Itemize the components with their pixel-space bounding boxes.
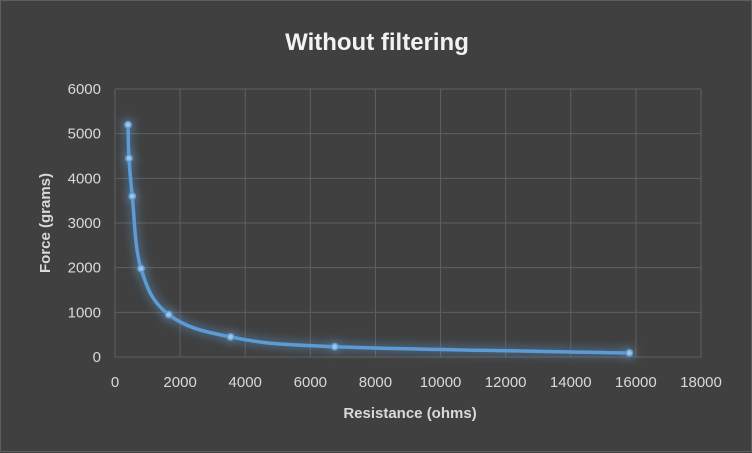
- x-tick-label: 4000: [229, 374, 262, 391]
- series-group: [124, 120, 634, 357]
- data-point: [124, 120, 132, 129]
- x-tick-label: 18000: [680, 374, 722, 391]
- y-tick-label: 0: [93, 349, 101, 366]
- data-point: [125, 154, 133, 163]
- y-tick-labels: 0 1000 2000 3000 4000 5000 6000: [68, 81, 101, 366]
- y-tick-label: 6000: [68, 81, 101, 98]
- y-tick-label: 1000: [68, 304, 101, 321]
- data-point: [128, 192, 137, 201]
- data-point: [625, 349, 634, 357]
- data-point: [226, 332, 235, 341]
- x-tick-label: 8000: [359, 374, 392, 391]
- y-axis-title: Force (grams): [37, 173, 54, 273]
- y-tick-label: 5000: [68, 126, 101, 143]
- gridlines: [114, 88, 702, 358]
- data-point: [330, 342, 339, 351]
- x-tick-label: 0: [111, 374, 119, 391]
- chart-title: Without filtering: [285, 29, 469, 56]
- x-tick-label: 12000: [485, 374, 527, 391]
- data-point: [164, 310, 173, 319]
- x-axis-title: Resistance (ohms): [343, 405, 476, 422]
- series-line: [126, 122, 632, 355]
- y-tick-label: 4000: [68, 170, 101, 187]
- x-tick-label: 6000: [294, 374, 327, 391]
- x-tick-labels: 0 2000 4000 6000 8000 10000 12000 14000 16000 180…: [111, 374, 722, 391]
- x-tick-label: 2000: [163, 374, 196, 391]
- y-tick-label: 3000: [68, 215, 101, 232]
- y-tick-label: 2000: [68, 260, 101, 277]
- x-tick-label: 16000: [615, 374, 657, 391]
- x-tick-label: 10000: [420, 374, 462, 391]
- x-tick-label: 14000: [550, 374, 592, 391]
- data-point: [137, 264, 145, 273]
